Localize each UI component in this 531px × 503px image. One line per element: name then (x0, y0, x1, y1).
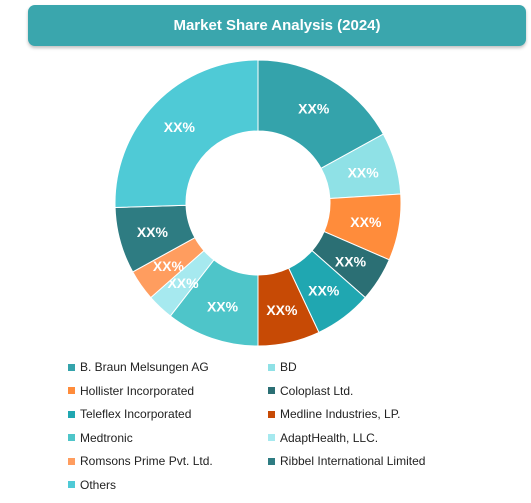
slice-label-8: XX% (167, 275, 199, 291)
legend-label: Others (80, 477, 117, 492)
legend-label: Romsons Prime Pvt. Ltd. (80, 454, 213, 468)
slice-1 (257, 59, 384, 169)
legend-swatch (68, 410, 75, 418)
legend-swatch (68, 457, 75, 465)
legend-swatch (268, 457, 275, 465)
legend-item: Hollister Incorporated (68, 384, 194, 398)
legend-item: B. Braun Melsungen AG (68, 360, 209, 374)
legend-label: Medline Industries, LP. (280, 407, 401, 421)
slice-label-10: XX% (137, 224, 169, 240)
donut-chart: XX%XX%XX%XX%XX%XX%XX%XX%XX%XX%XX% (114, 59, 402, 347)
legend-item: Ribbel International Limited (268, 454, 425, 468)
legend-label: Hollister Incorporated (80, 383, 195, 398)
slice-label-9: XX% (153, 258, 185, 274)
slice-label-11: XX% (164, 119, 196, 135)
legend-label: Medtronic (80, 430, 133, 445)
legend-swatch (268, 434, 275, 441)
slice-label-2: XX% (348, 164, 380, 180)
legend-swatch (68, 363, 75, 371)
legend-label: Teleflex Incorporated (80, 407, 192, 421)
legend-item: Medline Industries, LP. (268, 407, 401, 421)
slice-label-1: XX% (298, 101, 330, 117)
slice-label-4: XX% (335, 254, 367, 270)
legend-swatch (268, 363, 275, 371)
legend-swatch (68, 481, 75, 488)
legend-item: AdaptHealth, LLC. (268, 431, 378, 445)
legend-label: Coloplast Ltd. (280, 383, 354, 398)
legend-swatch (268, 387, 275, 394)
legend-swatch (268, 410, 275, 418)
legend-item: Coloplast Ltd. (268, 384, 353, 398)
legend-swatch (68, 434, 75, 441)
slice-label-5: XX% (308, 283, 340, 299)
legend-label: Ribbel International Limited (280, 454, 426, 468)
chart-title: Market Share Analysis (2024) (28, 5, 526, 46)
legend-label: BD (280, 360, 297, 374)
legend-label: B. Braun Melsungen AG (80, 360, 209, 374)
legend-item: Others (68, 478, 116, 492)
slice-label-7: XX% (207, 299, 239, 315)
legend-label: AdaptHealth, LLC. (280, 430, 379, 445)
legend-item: Teleflex Incorporated (68, 407, 191, 421)
slice-label-3: XX% (350, 214, 382, 230)
legend-swatch (68, 387, 75, 394)
legend-item: BD (268, 360, 297, 374)
legend-item: Medtronic (68, 431, 133, 445)
slice-label-6: XX% (266, 302, 298, 318)
slice-11 (114, 59, 259, 209)
legend-item: Romsons Prime Pvt. Ltd. (68, 454, 213, 468)
